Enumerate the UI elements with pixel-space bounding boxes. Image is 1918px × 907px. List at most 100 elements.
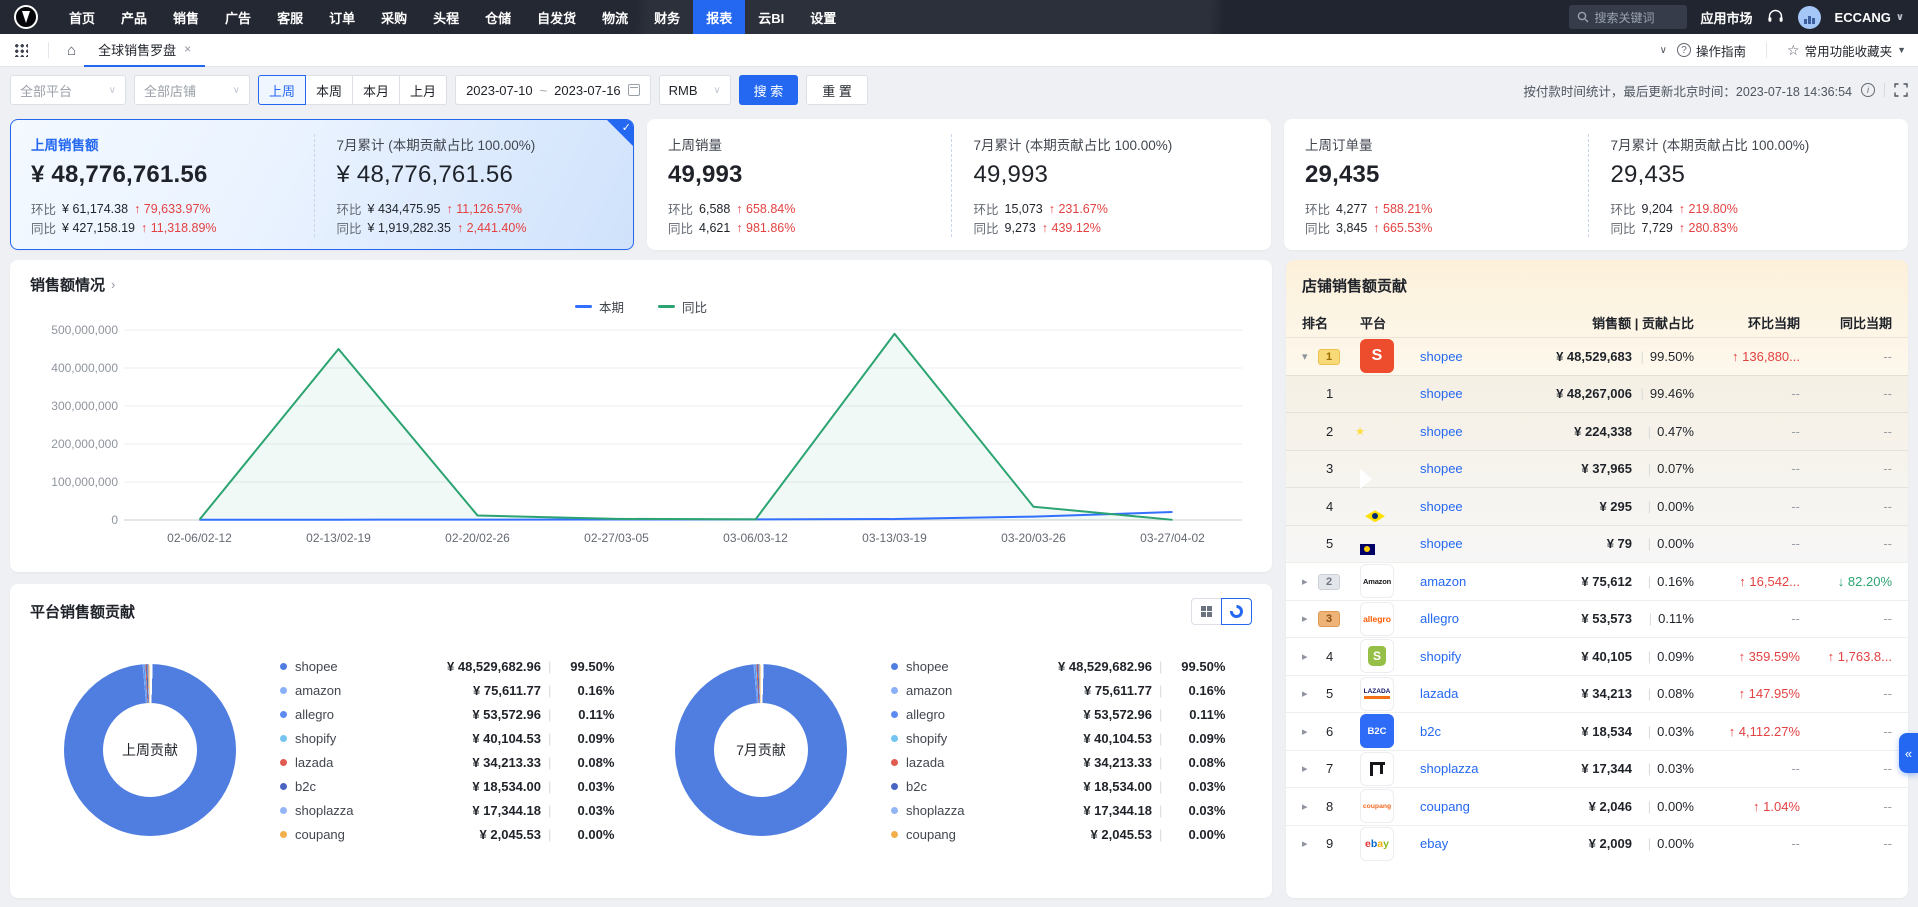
donut-legend-item[interactable]: coupang ¥ 2,045.53 | 0.00% [280, 825, 614, 844]
kpi-card-1[interactable]: 上周销量 49,993 环比 6,588 ↑ 658.84% 同比 4,621 ↑ 981.8… [647, 119, 1271, 250]
menu-item-产品[interactable]: 产品 [121, 10, 148, 26]
donut-legend-item[interactable]: shoplazza ¥ 17,344.18 | 0.03% [280, 801, 614, 820]
menu-item-订单[interactable]: 订单 [329, 10, 356, 26]
store-table-row[interactable]: 5 shopee ¥ 79 | 0.00% -- -- [1286, 524, 1908, 563]
store-table-row[interactable]: ▸ 3 allegro allegro ¥ 53,573 | 0.11% -- -- [1286, 599, 1908, 638]
currency-select[interactable]: RMB ∨ [658, 75, 731, 105]
donut-legend-item[interactable]: shopify ¥ 40,104.53 | 0.09% [891, 729, 1225, 748]
expand-arrow-icon[interactable]: ▸ [1302, 800, 1308, 813]
platform-link[interactable]: shopee [1420, 386, 1463, 402]
period-button-上周[interactable]: 上周 [258, 75, 307, 105]
platform-link[interactable]: shoplazza [1420, 761, 1479, 777]
expand-arrow-icon[interactable]: ▸ [1302, 688, 1308, 701]
menu-item-广告[interactable]: 广告 [225, 10, 252, 26]
store-table-row[interactable]: ▸ 8 coupang coupang ¥ 2,046 | 0.00% ↑ 1.04% -- [1286, 787, 1908, 825]
date-range-picker[interactable]: 2023-07-10 ~ 2023-07-16 [455, 75, 651, 105]
menu-item-客服[interactable]: 客服 [277, 10, 304, 26]
donut-legend-item[interactable]: allegro ¥ 53,572.96 | 0.11% [280, 705, 614, 724]
platform-select[interactable]: 全部平台 ∨ [10, 75, 126, 105]
donut-legend-item[interactable]: shopify ¥ 40,104.53 | 0.09% [280, 729, 614, 748]
platform-link[interactable]: shopee [1420, 536, 1463, 552]
period-button-本月[interactable]: 本月 [352, 75, 401, 105]
platform-link[interactable]: b2c [1420, 723, 1441, 739]
platform-link[interactable]: shopee [1420, 498, 1463, 514]
tab-global-sales-compass[interactable]: 全球销售罗盘 × [84, 34, 206, 67]
home-icon[interactable]: ⌂ [67, 41, 77, 59]
platform-link[interactable]: ebay [1420, 836, 1449, 852]
pie-view-toggle[interactable] [1221, 598, 1252, 625]
kpi-card-2[interactable]: 上周订单量 29,435 环比 4,277 ↑ 588.21% 同比 3,845 ↑ 665.… [1284, 119, 1908, 250]
menu-item-设置[interactable]: 设置 [810, 10, 837, 26]
platform-link[interactable]: shopee [1420, 423, 1463, 439]
donut-legend-item[interactable]: amazon ¥ 75,611.77 | 0.16% [891, 681, 1225, 700]
headset-icon[interactable] [1767, 9, 1784, 25]
expand-arrow-icon[interactable]: ▸ [1302, 725, 1308, 738]
donut-chart-1[interactable]: 7月贡献 [675, 664, 847, 836]
period-button-上月[interactable]: 上月 [399, 75, 448, 105]
menu-item-仓储[interactable]: 仓储 [485, 10, 512, 26]
donut-legend-item[interactable]: b2c ¥ 18,534.00 | 0.03% [891, 777, 1225, 796]
store-table-row[interactable]: 4 shopee ¥ 295 | 0.00% -- -- [1286, 487, 1908, 525]
donut-legend-item[interactable]: lazada ¥ 34,213.33 | 0.08% [891, 753, 1225, 772]
platform-link[interactable]: shopify [1420, 648, 1462, 664]
app-logo[interactable] [14, 5, 38, 29]
search-button[interactable]: 搜 索 [738, 75, 799, 105]
reset-button[interactable]: 重 置 [806, 75, 868, 105]
menu-item-采购[interactable]: 采购 [381, 10, 408, 26]
apps-grid-icon[interactable] [14, 43, 28, 57]
menu-item-物流[interactable]: 物流 [602, 10, 629, 26]
menu-item-云BI[interactable]: 云BI [758, 10, 785, 26]
platform-link[interactable]: lazada [1420, 686, 1459, 702]
platform-link[interactable]: shopee [1420, 348, 1463, 364]
platform-link[interactable]: shopee [1420, 461, 1463, 477]
legend-item-同比[interactable]: 同比 [658, 297, 707, 316]
store-table-row[interactable]: 2 shopee ¥ 224,338 | 0.47% -- -- [1286, 412, 1908, 450]
menu-item-销售[interactable]: 销售 [173, 10, 200, 26]
kpi-card-0[interactable]: ✓ 上周销售额 ¥ 48,776,761.56 环比 ¥ 61,174.38 ↑ 79,6… [10, 119, 634, 250]
donut-legend-item[interactable]: shopee ¥ 48,529,682.96 | 99.50% [280, 657, 614, 676]
expand-arrow-icon[interactable]: ▸ [1302, 763, 1308, 776]
close-icon[interactable]: × [184, 42, 192, 56]
app-market-link[interactable]: 应用市场 [1700, 10, 1753, 26]
menu-item-财务[interactable]: 财务 [654, 10, 681, 26]
donut-legend-item[interactable]: shoplazza ¥ 17,344.18 | 0.03% [891, 801, 1225, 820]
account-menu[interactable]: ECCANG ∨ [1835, 10, 1904, 25]
store-table-row[interactable]: 3 shopee ¥ 37,965 | 0.07% -- -- [1286, 449, 1908, 488]
donut-legend-item[interactable]: b2c ¥ 18,534.00 | 0.03% [280, 777, 614, 796]
expand-arrow-icon[interactable]: ▸ [1302, 613, 1308, 626]
expand-arrow-icon[interactable]: ▸ [1302, 838, 1308, 851]
guide-link[interactable]: ? 操作指南 [1676, 41, 1746, 60]
table-view-toggle[interactable] [1191, 598, 1222, 625]
chevron-down-icon[interactable]: ∨ [1659, 44, 1667, 56]
avatar[interactable] [1797, 5, 1821, 29]
store-table-row[interactable]: ▸ 5 LAZADA lazada ¥ 34,213 | 0.08% ↑ 147.95% -- [1286, 674, 1908, 713]
info-icon[interactable]: i [1861, 83, 1875, 97]
global-search-input[interactable]: 搜索关键词 [1568, 5, 1687, 29]
menu-item-自发货[interactable]: 自发货 [537, 10, 577, 26]
favorites-link[interactable]: ☆ 常用功能收藏夹 ▼ [1787, 41, 1906, 60]
store-table-row[interactable]: ▸ 6 B2C b2c ¥ 18,534 | 0.03% ↑ 4,112.27% -- [1286, 712, 1908, 750]
collapse-panel-tab[interactable]: « [1899, 733, 1918, 773]
store-table-row[interactable]: ▸ 9 ebay ebay ¥ 2,009 | 0.00% -- -- [1286, 824, 1908, 863]
donut-legend-item[interactable]: amazon ¥ 75,611.77 | 0.16% [280, 681, 614, 700]
donut-legend-item[interactable]: shopee ¥ 48,529,682.96 | 99.50% [891, 657, 1225, 676]
store-table-row[interactable]: 1 shopee ¥ 48,267,006 | 99.46% -- -- [1286, 374, 1908, 413]
donut-chart-0[interactable]: 上周贡献 [64, 664, 236, 836]
store-select[interactable]: 全部店铺 ∨ [134, 75, 250, 105]
platform-link[interactable]: allegro [1420, 611, 1460, 627]
menu-item-首页[interactable]: 首页 [69, 10, 96, 26]
platform-link[interactable]: coupang [1420, 798, 1470, 814]
fullscreen-icon[interactable] [1894, 83, 1908, 97]
platform-link[interactable]: amazon [1420, 573, 1467, 589]
expand-arrow-icon[interactable]: ▸ [1302, 575, 1308, 588]
store-table-row[interactable]: ▸ 7 shoplazza ¥ 17,344 | 0.03% -- -- [1286, 749, 1908, 788]
period-button-本周[interactable]: 本周 [305, 75, 354, 105]
legend-item-本期[interactable]: 本期 [574, 297, 624, 316]
menu-item-报表[interactable]: 报表 [693, 0, 746, 34]
donut-legend-item[interactable]: coupang ¥ 2,045.53 | 0.00% [891, 825, 1225, 844]
donut-legend-item[interactable]: allegro ¥ 53,572.96 | 0.11% [891, 705, 1225, 724]
collapse-arrow-icon[interactable]: ▾ [1302, 350, 1308, 363]
donut-legend-item[interactable]: lazada ¥ 34,213.33 | 0.08% [280, 753, 614, 772]
